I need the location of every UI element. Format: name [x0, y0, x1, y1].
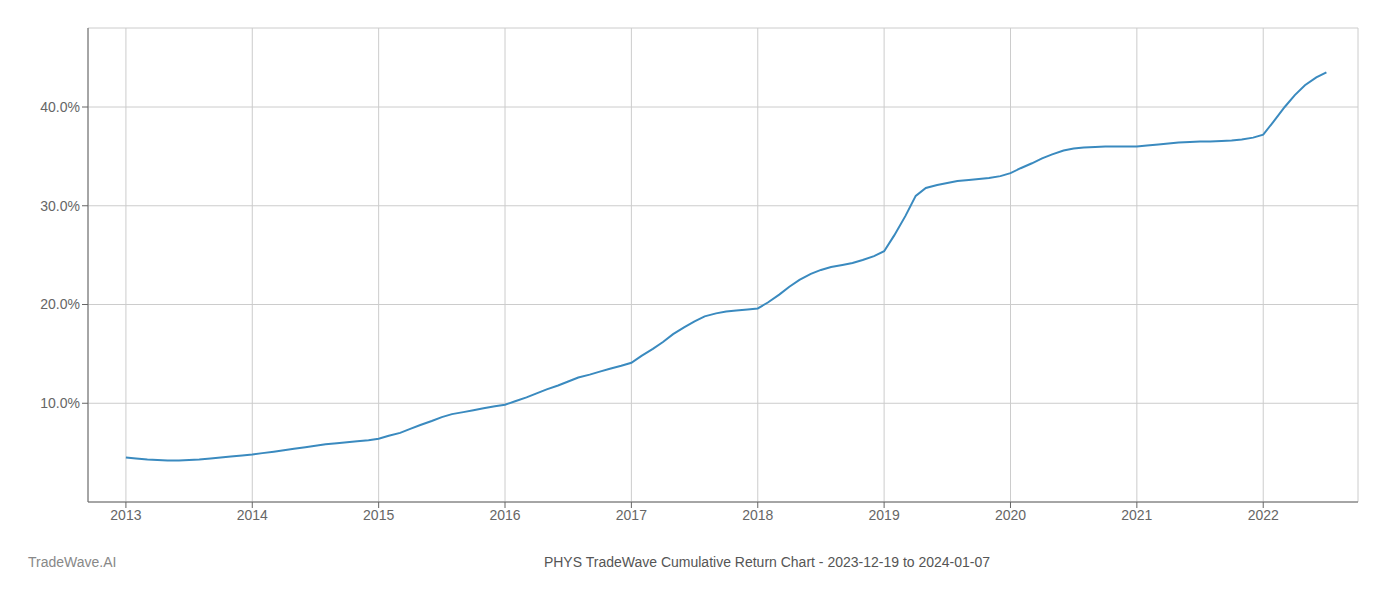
- html-text:PHYS TradeWave Cumulative Retu: PHYS TradeWave Cumulative Return Chart -…: [543, 554, 991, 570]
- svg-text:2014: 2014: [237, 507, 268, 523]
- svg-text:40.0%: 40.0%: [40, 99, 80, 115]
- svg-text:2022: 2022: [1248, 507, 1279, 523]
- svg-text:2021: 2021: [1121, 507, 1152, 523]
- svg-text:2016: 2016: [489, 507, 520, 523]
- svg-text:2017: 2017: [616, 507, 647, 523]
- svg-text:2013: 2013: [110, 507, 141, 523]
- svg-text:20.0%: 20.0%: [40, 296, 80, 312]
- svg-text:2015: 2015: [363, 507, 394, 523]
- svg-text:2019: 2019: [869, 507, 900, 523]
- svg-text:2020: 2020: [995, 507, 1026, 523]
- svg-text:10.0%: 10.0%: [40, 395, 80, 411]
- svg-text:2018: 2018: [742, 507, 773, 523]
- svg-text:30.0%: 30.0%: [40, 198, 80, 214]
- html-text:TradeWave.AI: TradeWave.AI: [28, 554, 117, 570]
